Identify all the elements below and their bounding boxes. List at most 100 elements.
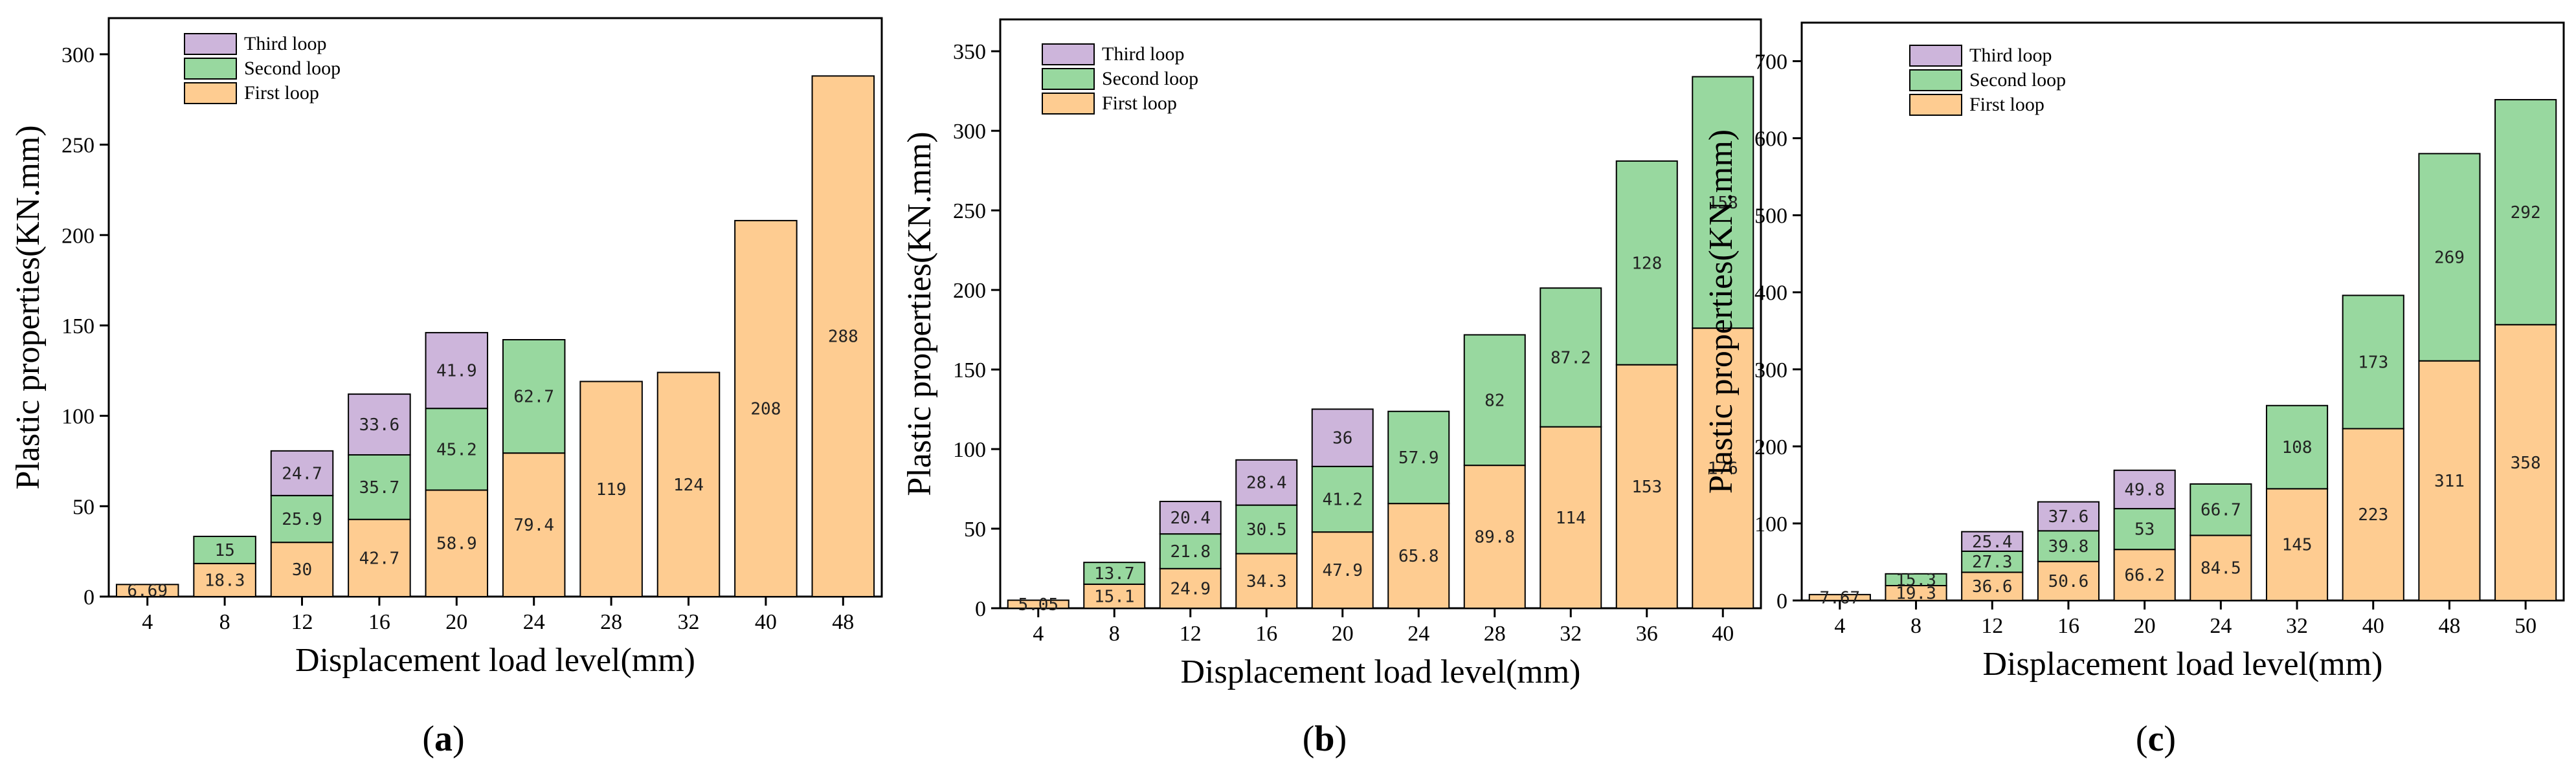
- data-label: 50.6: [2048, 572, 2089, 591]
- bar-segment: [2190, 534, 2252, 602]
- data-label: 269: [2434, 248, 2465, 268]
- data-label: 41.2: [1322, 490, 1363, 510]
- bar-segment: [1311, 465, 1374, 533]
- bar-segment: [1083, 562, 1146, 585]
- data-label: 47.9: [1322, 561, 1363, 580]
- x-tick-label: 20: [445, 610, 467, 634]
- bar-segment: [1387, 410, 1450, 505]
- bar-segment: [115, 584, 179, 598]
- x-tick-label: 28: [1484, 622, 1506, 646]
- data-label: 18.3: [205, 571, 245, 590]
- bar-segment: [193, 562, 256, 598]
- bar-segment: [425, 408, 489, 491]
- x-tick-label: 24: [523, 610, 545, 634]
- data-label: 358: [2511, 454, 2541, 473]
- bar-segment: [425, 332, 489, 410]
- bar-segment: [1235, 459, 1298, 506]
- legend-label: Second loop: [244, 58, 341, 79]
- data-label: 124: [673, 476, 704, 495]
- data-label: 66.7: [2201, 501, 2241, 520]
- legend-swatch: [1909, 94, 1962, 116]
- x-axis-title: Displacement load level(mm): [1180, 654, 1580, 690]
- x-tick-label: 12: [291, 610, 313, 634]
- data-label: 13.7: [1094, 564, 1135, 584]
- x-tick-label: 16: [2057, 614, 2079, 638]
- panel-label: (b): [1303, 719, 1347, 759]
- y-tick-label: 200: [953, 279, 986, 303]
- x-tick-label: 8: [219, 610, 230, 634]
- y-tick-label: 300: [1754, 358, 1787, 382]
- data-label: 288: [828, 327, 858, 347]
- x-tick-label: 12: [1180, 622, 1202, 646]
- bar-segment: [1159, 533, 1222, 569]
- y-tick-label: 700: [1754, 50, 1787, 74]
- bar-segment: [1007, 599, 1070, 609]
- y-tick-label: 250: [62, 134, 95, 158]
- panel-label: (c): [2136, 719, 2176, 759]
- bar-segment: [348, 393, 411, 456]
- data-label: 176: [1708, 459, 1738, 479]
- bar-segment: [1615, 160, 1678, 366]
- y-axis-title: Plastic properties(KN.mm): [901, 131, 938, 496]
- x-tick-label: 50: [2514, 614, 2537, 638]
- y-tick-label: 50: [964, 518, 986, 542]
- y-tick-label: 150: [62, 314, 95, 338]
- data-label: 15.1: [1094, 587, 1135, 606]
- bar-segment: [1083, 583, 1146, 610]
- x-tick-label: 32: [1560, 622, 1582, 646]
- data-label: 128: [1631, 254, 1662, 273]
- legend-label: First loop: [244, 82, 319, 104]
- x-tick-label: 32: [678, 610, 700, 634]
- bar-segment: [1159, 567, 1222, 609]
- y-tick-label: 350: [953, 40, 986, 64]
- x-tick-label: 4: [142, 610, 153, 634]
- data-label: 45.2: [436, 440, 477, 459]
- bar-segment: [2418, 153, 2481, 362]
- x-tick-label: 40: [755, 610, 777, 634]
- bar-segment: [2190, 483, 2252, 536]
- x-tick-label: 48: [832, 610, 854, 634]
- y-tick-label: 250: [953, 199, 986, 223]
- data-label: 25.4: [1972, 533, 2013, 552]
- x-tick-label: 8: [1910, 614, 1921, 638]
- bar-segment: [1540, 287, 1602, 428]
- legend-swatch: [1042, 43, 1095, 65]
- bar-segment: [1387, 503, 1450, 609]
- data-label: 153: [1631, 478, 1662, 497]
- bar-segment: [2037, 530, 2100, 562]
- x-tick-label: 28: [600, 610, 622, 634]
- y-tick-label: 100: [953, 438, 986, 462]
- bar-segment: [193, 535, 256, 564]
- y-axis-title: Plastic properties(KN.mm): [10, 125, 47, 489]
- x-tick-label: 24: [1407, 622, 1429, 646]
- data-label: 5.05: [1018, 595, 1058, 615]
- bar-segment: [2113, 469, 2176, 510]
- bar-segment: [2037, 560, 2100, 601]
- bar-segment: [1961, 550, 2024, 573]
- x-tick-label: 4: [1033, 622, 1044, 646]
- bar-segment: [1961, 571, 2024, 601]
- legend-swatch: [1909, 45, 1962, 67]
- data-label: 311: [2434, 472, 2465, 491]
- bar-segment: [2265, 488, 2329, 601]
- bar-segment: [1235, 553, 1298, 610]
- data-label: 27.3: [1972, 553, 2013, 572]
- legend-swatch: [184, 82, 237, 104]
- x-tick-label: 8: [1109, 622, 1120, 646]
- legend-swatch: [1909, 69, 1962, 91]
- data-label: 173: [2358, 353, 2388, 372]
- panel-letter: b: [1314, 719, 1334, 759]
- bar-segment: [1311, 531, 1374, 609]
- x-tick-label: 16: [1255, 622, 1277, 646]
- data-label: 36: [1332, 429, 1352, 448]
- chart-panel-a: 0 50 100 150 200 250 300 4 6.69 8 18.3 15 12 30 25.9 24…: [10, 17, 883, 759]
- data-label: 34.3: [1246, 572, 1287, 591]
- legend-label: Third loop: [1969, 45, 2052, 66]
- bar-segment: [1615, 364, 1678, 609]
- data-label: 39.8: [2048, 537, 2089, 556]
- data-label: 15.3: [1896, 571, 1936, 590]
- data-label: 24.7: [282, 464, 322, 483]
- x-tick-label: 4: [1834, 614, 1845, 638]
- x-axis-title: Displacement load level(mm): [295, 642, 695, 679]
